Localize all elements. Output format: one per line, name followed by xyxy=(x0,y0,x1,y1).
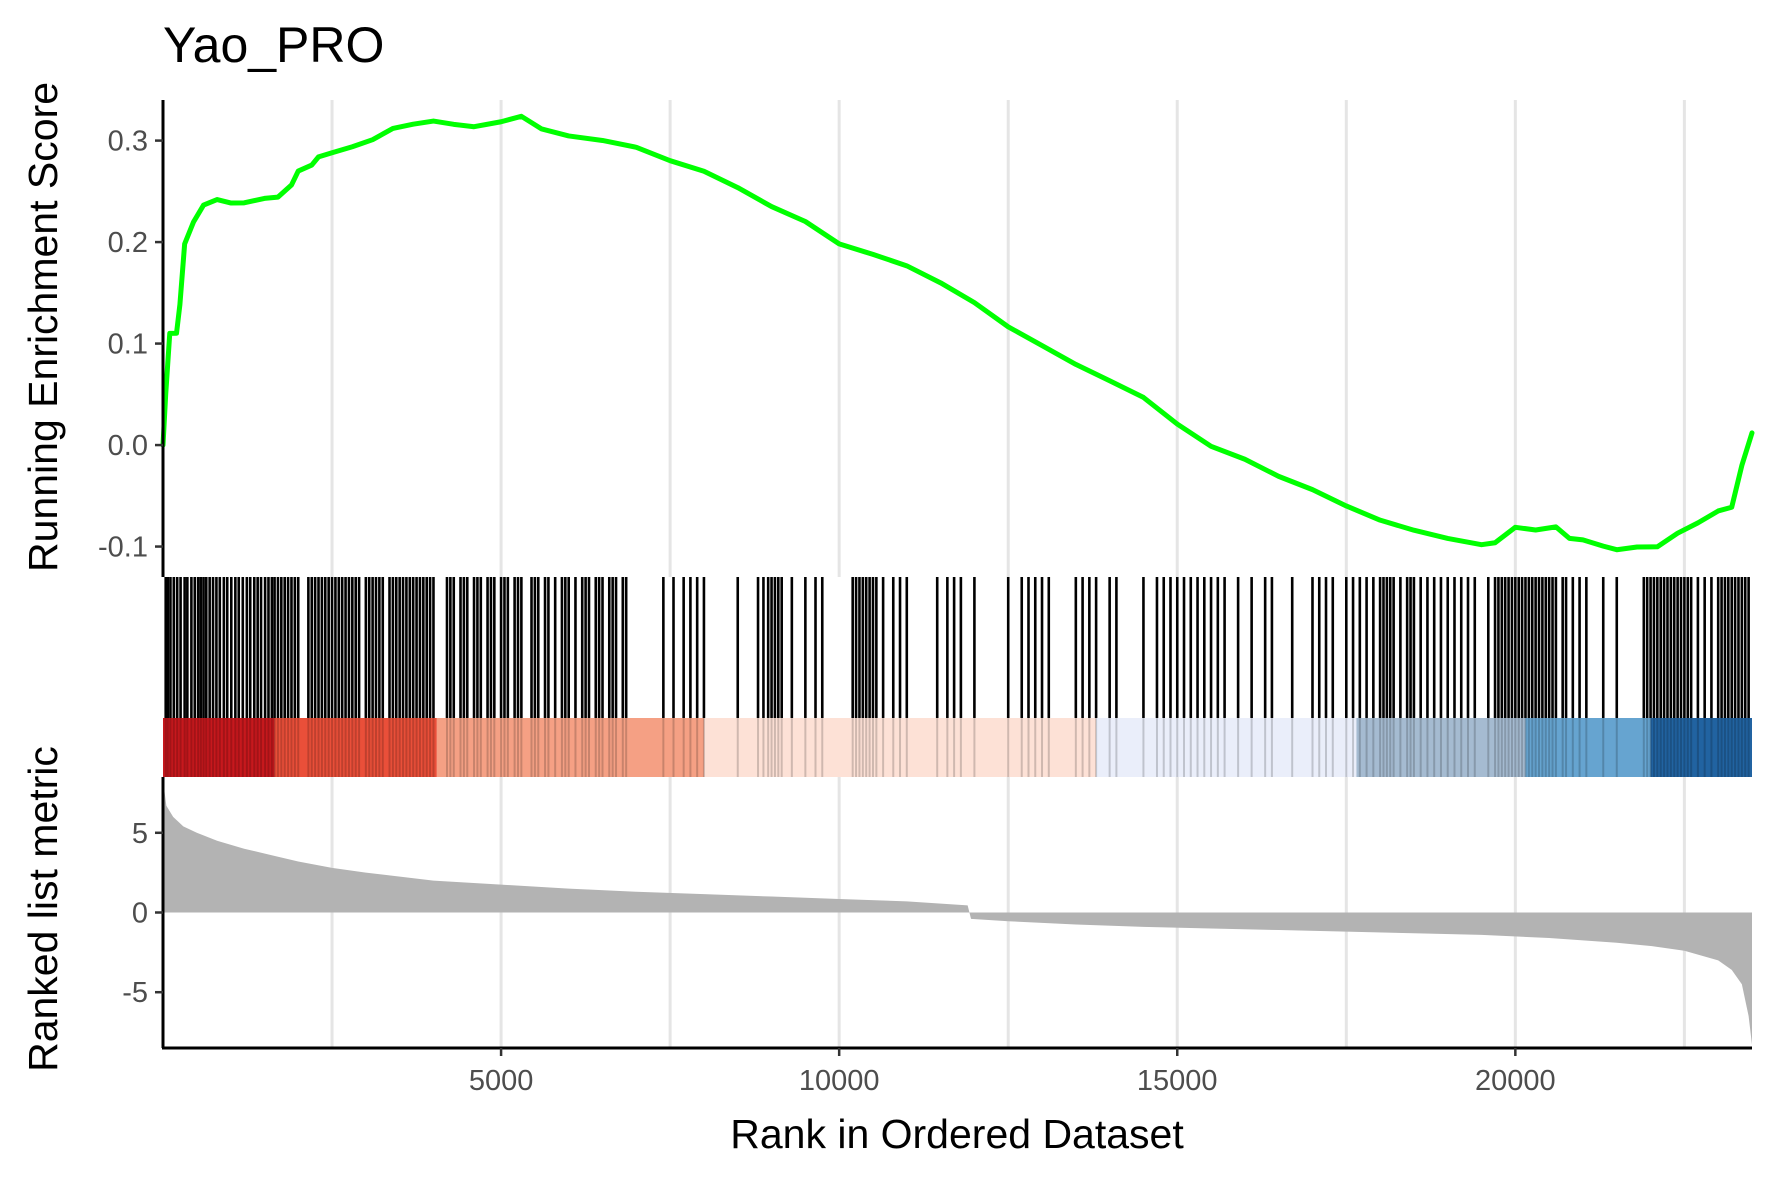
y-axis-panel-1: -0.1 0.0 0.1 0.2 0.3 xyxy=(98,126,163,564)
x-tick-label: 20000 xyxy=(1475,1065,1556,1097)
band-hit-overlay xyxy=(164,718,1750,777)
x-axis: 5000 10000 15000 20000 xyxy=(469,1048,1556,1097)
x-axis-label: Rank in Ordered Dataset xyxy=(730,1111,1184,1157)
band-segment xyxy=(1525,718,1651,777)
rank-color-band xyxy=(163,718,1752,777)
y-tick-label: 0.0 xyxy=(108,430,148,462)
gridlines-panel-1 xyxy=(330,100,1686,577)
y-axis-panel-4: -5 0 5 xyxy=(122,818,163,1009)
y-tick-label: 5 xyxy=(132,818,148,850)
y-tick-label: -5 xyxy=(122,977,148,1009)
running-enrichment-score-line xyxy=(160,113,1755,553)
ranked-list-metric-area xyxy=(163,780,1752,1045)
y-tick-label: 0.3 xyxy=(108,126,148,158)
band-segment xyxy=(163,718,275,777)
y-tick-label: -0.1 xyxy=(98,532,148,564)
y-tick-label: 0 xyxy=(132,898,148,930)
y-tick-label: 0.1 xyxy=(108,329,148,361)
band-segment xyxy=(274,718,437,777)
band-segment xyxy=(436,718,704,777)
y-axis-label-enrichment: Running Enrichment Score xyxy=(20,82,66,572)
chart-title: Yao_PRO xyxy=(163,17,384,73)
band-segment xyxy=(1096,718,1357,777)
y-axis-label-metric: Ranked list metric xyxy=(20,746,66,1072)
gene-set-hits xyxy=(164,577,1750,718)
x-tick-label: 15000 xyxy=(1137,1065,1218,1097)
band-segment xyxy=(1356,718,1526,777)
y-tick-label: 0.2 xyxy=(108,227,148,259)
x-tick-label: 10000 xyxy=(799,1065,880,1097)
band-segment xyxy=(703,718,1097,777)
band-segment xyxy=(1650,718,1752,777)
x-tick-label: 5000 xyxy=(469,1065,534,1097)
